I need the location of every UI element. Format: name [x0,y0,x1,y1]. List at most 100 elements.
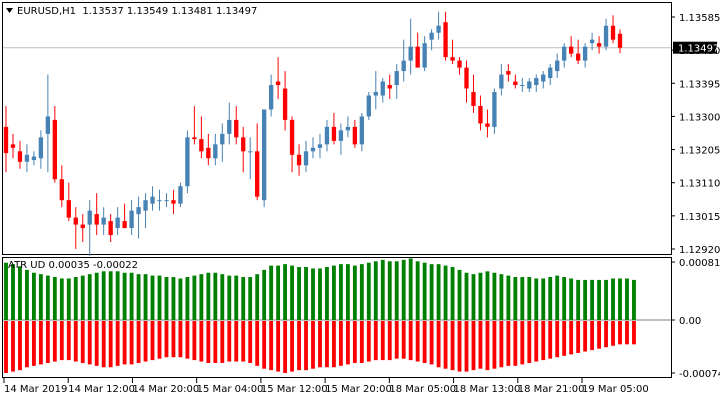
atr-down-bar [597,321,601,349]
candle-body [157,200,162,202]
atr-down-bar [157,321,162,359]
candle-body [415,46,420,68]
atr-up-bar [373,261,378,321]
atr-down-bar [227,321,232,362]
atr-down-bar [206,321,211,363]
candle-body [345,126,351,131]
candle-body [17,151,23,162]
atr-down-bar [513,321,518,366]
atr-up-bar [576,279,581,321]
atr-down-bar [548,321,553,359]
price-tick-label: 1.13015 [679,212,720,223]
atr-down-bar [220,321,225,363]
atr-up-bar [527,277,532,321]
atr-up-bar [401,259,406,321]
atr-up-bar [108,271,113,321]
atr-up-bar [136,274,141,321]
atr-up-bar [583,279,588,321]
candle-body [548,67,553,79]
candle-body [499,74,504,89]
indicator-pane[interactable] [2,257,672,378]
candle-body [87,210,92,225]
candle-body [429,32,434,40]
atr-up-bar [185,277,190,321]
price-pane[interactable] [2,2,672,255]
candle-body [296,154,302,166]
atr-up-bar [366,262,371,321]
atr-down-bar [436,321,441,368]
candle-body [617,33,623,48]
atr-up-bar [555,275,560,321]
candle-body [24,154,30,162]
candle-body [394,71,399,86]
candle-body [171,200,176,204]
atr-down-bar [318,321,322,368]
candle-body [575,53,581,61]
atr-up-bar [213,272,218,321]
candle-body [73,217,78,225]
atr-up-bar [38,274,43,321]
atr-up-bar [311,268,315,321]
candle-body [352,126,358,145]
triangle-down-icon[interactable] [6,8,13,13]
candle-body [457,60,462,68]
atr-down-bar [492,321,497,369]
atr-down-bar [429,321,434,365]
atr-down-bar [101,321,106,368]
atr-down-bar [241,321,246,362]
candle-body [108,221,113,236]
atr-up-bar [220,274,225,321]
current-price-tag: 1.13497 [673,41,719,55]
atr-down-bar [422,321,427,363]
atr-down-bar [359,321,364,363]
atr-histogram [4,258,636,373]
candle-body [45,116,51,134]
atr-up-bar [31,272,36,321]
atr-down-bar [520,321,525,365]
candle-body [589,39,595,44]
atr-down-bar [59,321,64,361]
candle-body [227,119,232,134]
candle-body [331,126,337,141]
atr-down-bar [73,321,78,362]
atr-up-bar [597,279,601,321]
atr-up-bar [352,265,357,321]
atr-down-bar [199,321,204,362]
atr-down-bar [178,321,183,358]
candle-body [101,217,106,225]
atr-down-bar [136,321,141,363]
atr-down-bar [450,321,455,371]
atr-down-bar [352,321,357,363]
candle-body [436,25,441,33]
atr-up-bar [290,265,294,321]
indicator-tick-label: 0.00081 [679,258,720,269]
atr-down-bar [66,321,71,361]
atr-up-bar [241,277,246,321]
candle-body [115,217,120,229]
atr-down-bar [122,321,127,365]
atr-down-bar [283,321,288,373]
candle-body [241,137,246,152]
atr-up-bar [387,261,392,321]
atr-down-bar [192,321,197,361]
candle-body [373,92,378,96]
indicator-axis: 0.00081 0.00 -0.00074 [671,258,720,380]
atr-up-bar [206,272,211,321]
atr-up-bar [143,274,148,321]
candle-body [164,200,169,202]
candle-body [387,85,392,89]
atr-up-bar [604,279,608,321]
atr-down-bar [80,321,85,363]
atr-down-bar [555,321,560,358]
candle-body [282,88,288,120]
atr-down-bar [373,321,378,361]
atr-up-bar [380,259,385,321]
atr-down-bar [471,321,476,371]
atr-down-bar [234,321,239,362]
atr-up-bar [87,274,92,321]
atr-up-bar [457,269,462,321]
atr-up-bar [248,277,253,321]
atr-down-bar [262,321,267,369]
atr-up-bar [4,262,8,321]
